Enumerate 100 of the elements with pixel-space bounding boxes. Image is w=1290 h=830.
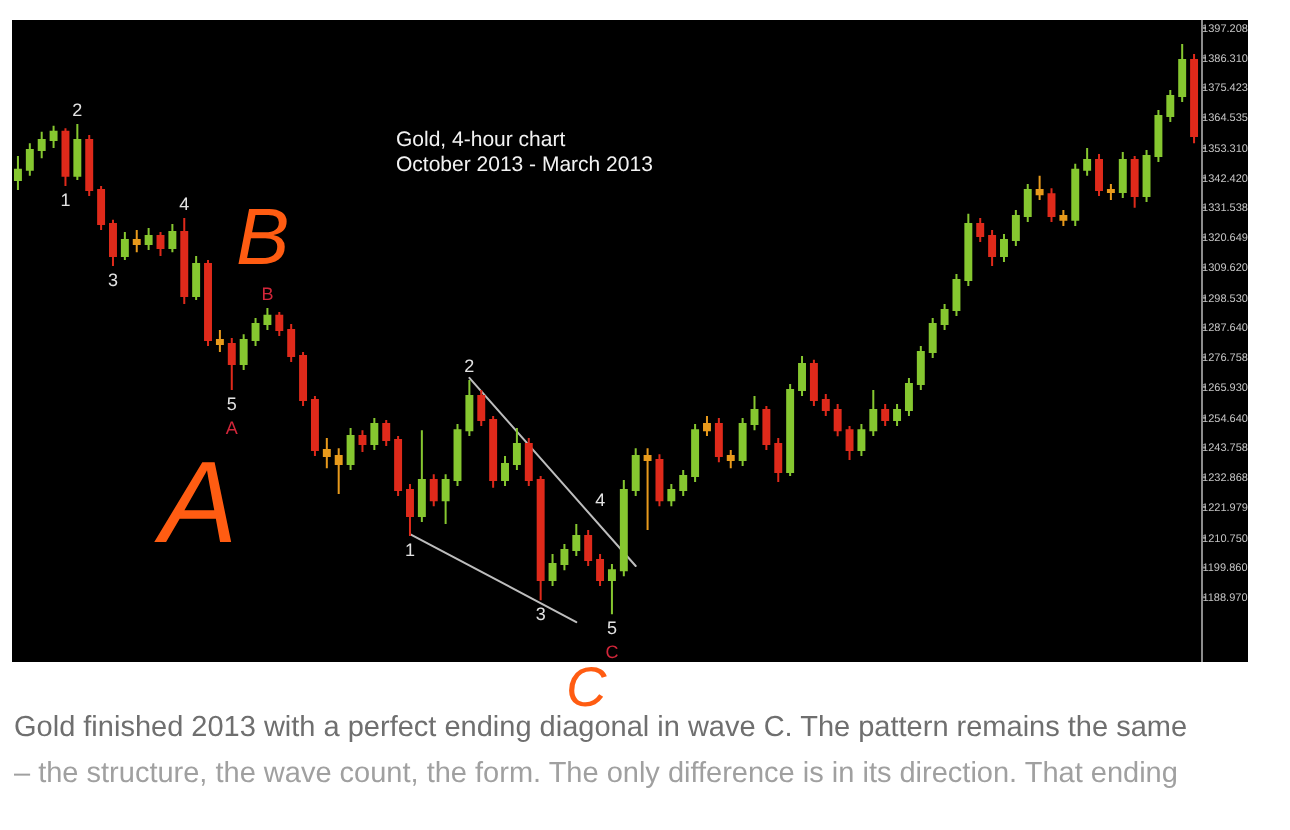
candlestick: [774, 437, 783, 484]
candlestick: [25, 142, 34, 177]
candlestick: [204, 259, 212, 347]
candlestick: [536, 475, 545, 602]
annotation: B: [261, 283, 274, 304]
candlestick: [132, 228, 141, 254]
candlestick: [893, 402, 902, 428]
candlestick: [916, 344, 925, 391]
candlestick: [667, 483, 676, 508]
candlestick: [97, 184, 106, 231]
candlestick: [976, 216, 985, 244]
candlestick: [1166, 89, 1175, 123]
candlestick: [845, 425, 854, 461]
candlestick: [798, 355, 806, 397]
candlestick: [881, 402, 890, 428]
candlestick: [869, 388, 878, 437]
candlestick: [109, 218, 117, 268]
text: October 2013 - March 2013: [396, 153, 654, 177]
candlestick: [501, 455, 509, 487]
annotation: 4: [595, 489, 606, 510]
candlestick: [477, 388, 486, 428]
annotation: 4: [179, 193, 190, 214]
text: – the structure, the wave count, the form. The only difference is in its direction. That ending: [14, 758, 1178, 790]
annotation: 5: [226, 393, 237, 414]
candlestick: [857, 423, 866, 458]
candlestick: [144, 227, 153, 251]
candlestick: [239, 333, 248, 371]
candlestick: [809, 358, 818, 408]
candlestick: [1059, 209, 1068, 227]
candlestick: [619, 478, 628, 578]
text: Gold finished 2013 with a perfect ending diagonal in wave C. The pattern remains the same: [14, 712, 1188, 744]
candlestick: [61, 127, 70, 187]
candlestick: [1011, 209, 1020, 248]
candlestick: [750, 394, 759, 432]
candlestick: [607, 563, 616, 616]
annotation: C: [566, 656, 608, 718]
candlestick: [310, 394, 319, 458]
candlestick: [512, 426, 521, 472]
candlestick: [358, 429, 367, 454]
candlestick: [1083, 146, 1092, 177]
candlestick: [904, 376, 913, 417]
candlestick: [417, 429, 426, 524]
candlestick: [726, 449, 735, 470]
annotation: 3: [107, 270, 118, 291]
candlestick: [596, 553, 605, 587]
candlestick: [643, 447, 652, 531]
candlestick: [833, 402, 842, 438]
candlestick: [1023, 183, 1032, 224]
candlestick: [1178, 43, 1187, 104]
annotation: A: [154, 438, 238, 568]
candlestick: [714, 417, 723, 464]
candlestick: [1190, 52, 1199, 145]
annotation: A: [225, 417, 238, 438]
annotation: 5: [606, 618, 617, 639]
candlestick: [738, 417, 747, 467]
candlestick: [370, 417, 379, 452]
candlestick: [227, 336, 236, 391]
candlestick: [1035, 174, 1044, 201]
candlestick: [572, 522, 581, 557]
text: Gold, 4-hour chart: [396, 128, 566, 152]
candlestick: [631, 447, 640, 498]
candlestick: [964, 212, 973, 288]
candlestick: [988, 228, 997, 268]
candlestick: [691, 423, 700, 484]
candlestick: [287, 323, 296, 364]
annotation: 2: [464, 356, 475, 377]
candlestick: [322, 437, 331, 470]
candlestick: [120, 230, 129, 262]
candlestick: [346, 426, 355, 472]
candlestick: [168, 222, 177, 254]
candlestick: [703, 414, 711, 437]
annotation: B: [236, 194, 290, 282]
candlestick: [1106, 183, 1115, 201]
candlestick: [37, 130, 46, 160]
candlestick: [786, 382, 795, 478]
candlestick: [584, 528, 593, 568]
candlestick: [1130, 154, 1139, 209]
candlestick: [85, 134, 94, 198]
candlestick: [156, 230, 165, 257]
candlestick: [394, 434, 403, 498]
candlestick: [406, 483, 414, 537]
candlestick: [489, 414, 498, 489]
candlestick: [192, 254, 201, 301]
candlestick: [524, 437, 533, 487]
candlestick: [275, 311, 284, 338]
candlestick: [1095, 152, 1103, 198]
candlestick: [1118, 151, 1127, 199]
candlestick: [1071, 162, 1080, 227]
candlestick: [679, 469, 688, 498]
candlestick: [429, 473, 438, 508]
candlestick: [299, 350, 308, 408]
candlestick: [13, 154, 22, 192]
candlestick: [762, 405, 771, 452]
candlestick: [465, 379, 474, 437]
annotation: C: [605, 642, 620, 663]
candlestick: [215, 329, 224, 353]
annotation: 2: [72, 99, 83, 120]
candlestick: [180, 216, 189, 306]
annotation: 3: [535, 604, 546, 625]
candlestick: [655, 453, 664, 508]
